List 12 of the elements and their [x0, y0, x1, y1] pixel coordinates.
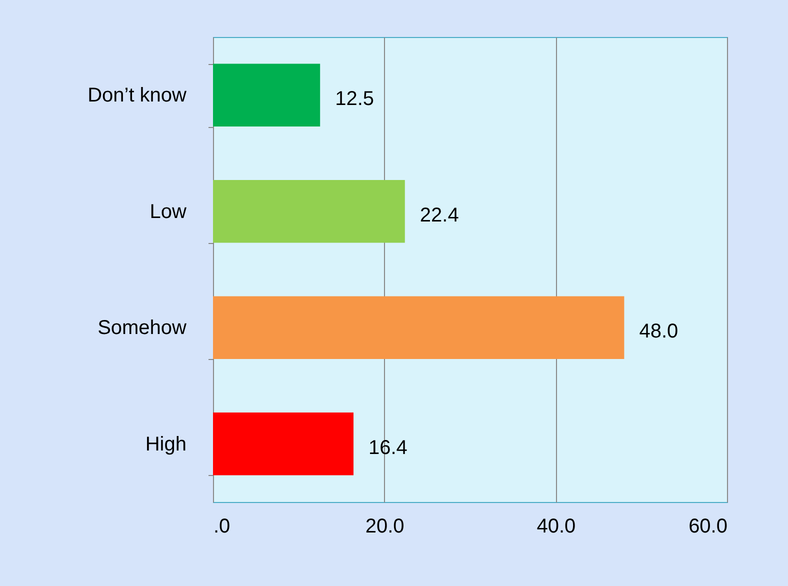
x-tick-label: .0: [214, 516, 230, 538]
x-tick-label: 40.0: [536, 516, 576, 538]
x-tick-label: 20.0: [365, 516, 404, 538]
data-label: 48.0: [639, 320, 678, 343]
y-tick-label: High: [145, 433, 186, 456]
y-tick-label: Somehow: [98, 317, 188, 340]
y-tick-label: Don’t know: [88, 84, 188, 107]
x-tick-label: 60.0: [688, 516, 728, 538]
data-label: 16.4: [368, 436, 408, 459]
y-tick-label: Low: [150, 200, 188, 223]
data-label: 22.4: [420, 204, 459, 226]
data-label: 12.5: [335, 88, 374, 110]
